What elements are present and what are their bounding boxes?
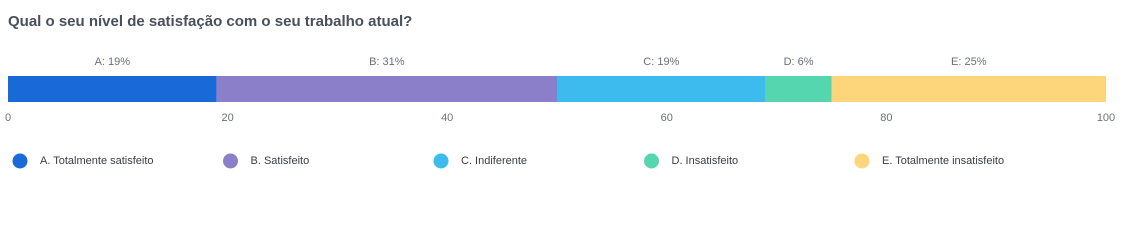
- x-tick-label: 40: [441, 112, 453, 124]
- x-tick-label: 100: [1097, 112, 1115, 124]
- legend-marker: [433, 153, 449, 169]
- value-label: A: 19%: [95, 56, 131, 68]
- x-tick-label: 80: [880, 112, 892, 124]
- legend-label: E. Totalmente insatisfeito: [882, 155, 1004, 167]
- value-label: D: 6%: [784, 56, 814, 68]
- legend-label: C. Indiferente: [461, 155, 527, 167]
- legend-label: A. Totalmente satisfeito: [40, 155, 154, 167]
- value-label: C: 19%: [643, 56, 679, 68]
- x-tick-label: 60: [661, 112, 673, 124]
- x-tick-label: 0: [5, 112, 11, 124]
- value-label: E: 25%: [951, 56, 987, 68]
- legend-marker: [12, 153, 28, 169]
- legend-marker: [223, 153, 238, 169]
- bar-segment: [557, 76, 766, 102]
- chart-title: Qual o seu nível de satisfação com o seu…: [8, 13, 412, 30]
- chart: Qual o seu nível de satisfação com o seu…: [5, 13, 1115, 169]
- legend-label: B. Satisfeito: [251, 155, 310, 167]
- bar-segment: [8, 76, 217, 102]
- value-label: B: 31%: [369, 56, 405, 68]
- bar-segment: [216, 76, 557, 102]
- legend-marker: [854, 153, 870, 169]
- bar-segment: [765, 76, 832, 102]
- page: Qual o seu nível de satisfação com o seu…: [4, 12, 1116, 169]
- bar-segment: [831, 76, 1106, 102]
- legend-marker: [644, 153, 659, 169]
- legend-label: D. Insatisfeito: [672, 155, 739, 167]
- x-tick-label: 20: [221, 112, 233, 124]
